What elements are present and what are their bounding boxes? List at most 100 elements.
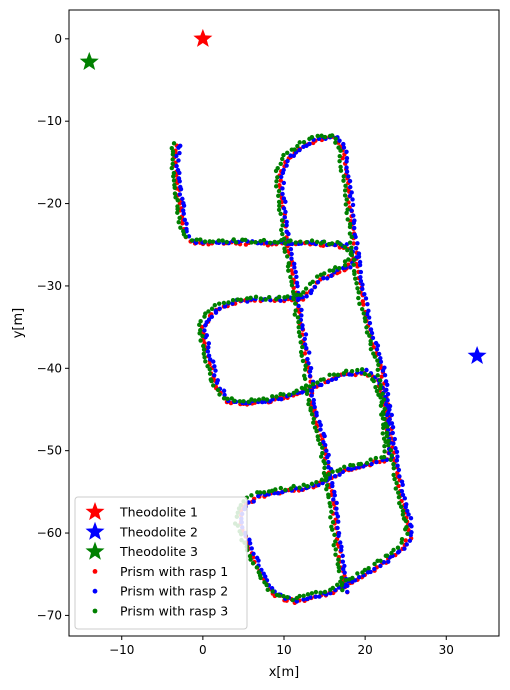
data-point (285, 150, 290, 155)
data-point (378, 563, 383, 569)
data-point (356, 254, 362, 259)
data-point (201, 343, 206, 349)
data-point (335, 525, 340, 531)
data-point (369, 461, 374, 467)
data-point (379, 374, 384, 379)
data-point (198, 338, 203, 343)
data-point (202, 328, 207, 333)
data-point (280, 231, 285, 237)
data-point (282, 295, 287, 300)
data-point (169, 145, 175, 151)
data-point (232, 398, 237, 403)
y-tick-label: −40 (37, 361, 62, 375)
data-point (359, 367, 365, 372)
data-point (280, 186, 285, 191)
data-point (399, 537, 405, 542)
data-point (367, 333, 372, 338)
data-point (298, 239, 303, 244)
data-point (358, 278, 364, 284)
data-point (384, 434, 390, 439)
data-point (327, 133, 333, 139)
data-point (274, 179, 279, 184)
data-point (351, 262, 356, 267)
data-point (351, 241, 356, 246)
trajectory-points (169, 133, 414, 605)
data-point (344, 169, 350, 174)
data-point (198, 319, 203, 324)
data-point (289, 283, 295, 288)
data-point (311, 140, 316, 146)
data-point (402, 546, 407, 551)
data-point (357, 301, 362, 307)
data-point (288, 238, 293, 243)
data-point (343, 578, 348, 583)
data-point (396, 494, 402, 500)
data-point (303, 383, 309, 388)
data-point (248, 557, 253, 562)
data-point (401, 516, 407, 521)
data-point (336, 557, 341, 562)
data-point (301, 139, 307, 145)
data-point (209, 314, 215, 320)
data-point (296, 330, 302, 335)
data-point (280, 191, 285, 197)
data-point (333, 552, 338, 557)
data-point (307, 373, 313, 379)
y-tick-label: −20 (37, 197, 62, 211)
data-point (178, 186, 184, 192)
data-point (294, 388, 299, 393)
data-point (329, 273, 334, 278)
data-point (374, 347, 380, 352)
data-point (336, 565, 342, 570)
data-point (296, 319, 301, 325)
data-point (278, 161, 283, 167)
data-point (363, 296, 369, 301)
data-point (213, 310, 219, 315)
data-point (314, 428, 319, 434)
data-point (405, 531, 410, 537)
data-point (381, 560, 387, 565)
data-point (280, 489, 285, 495)
data-point (203, 359, 208, 364)
data-point (330, 483, 335, 489)
data-point (292, 261, 297, 267)
data-point (353, 276, 358, 281)
data-point (356, 251, 362, 256)
legend-marker (92, 608, 98, 614)
data-point (201, 347, 207, 352)
data-point (177, 201, 183, 206)
data-point (273, 296, 279, 302)
data-point (254, 565, 260, 570)
data-point (404, 502, 409, 507)
data-point (361, 302, 366, 307)
data-point (304, 391, 310, 396)
data-point (321, 239, 327, 244)
data-point (298, 340, 303, 345)
data-point (214, 380, 220, 385)
data-point (408, 522, 413, 527)
data-point (301, 144, 306, 149)
theodolite-1-marker (193, 28, 213, 47)
data-point (355, 241, 360, 246)
data-point (327, 268, 332, 273)
data-point (335, 582, 340, 588)
data-point (235, 297, 240, 302)
data-point (319, 382, 324, 388)
data-point (341, 141, 346, 147)
data-point (350, 575, 355, 581)
data-point (378, 382, 383, 388)
x-axis: −10 0 10 20 30 (109, 636, 454, 657)
data-point (357, 259, 363, 265)
data-point (280, 170, 286, 176)
data-point (338, 579, 343, 584)
data-point (320, 480, 325, 486)
data-point (403, 538, 408, 543)
data-point (391, 465, 396, 471)
data-point (325, 379, 331, 385)
data-point (314, 479, 319, 485)
data-point (319, 477, 325, 482)
data-point (360, 286, 365, 292)
data-point (326, 459, 331, 465)
data-point (207, 367, 212, 372)
data-point (333, 136, 338, 141)
